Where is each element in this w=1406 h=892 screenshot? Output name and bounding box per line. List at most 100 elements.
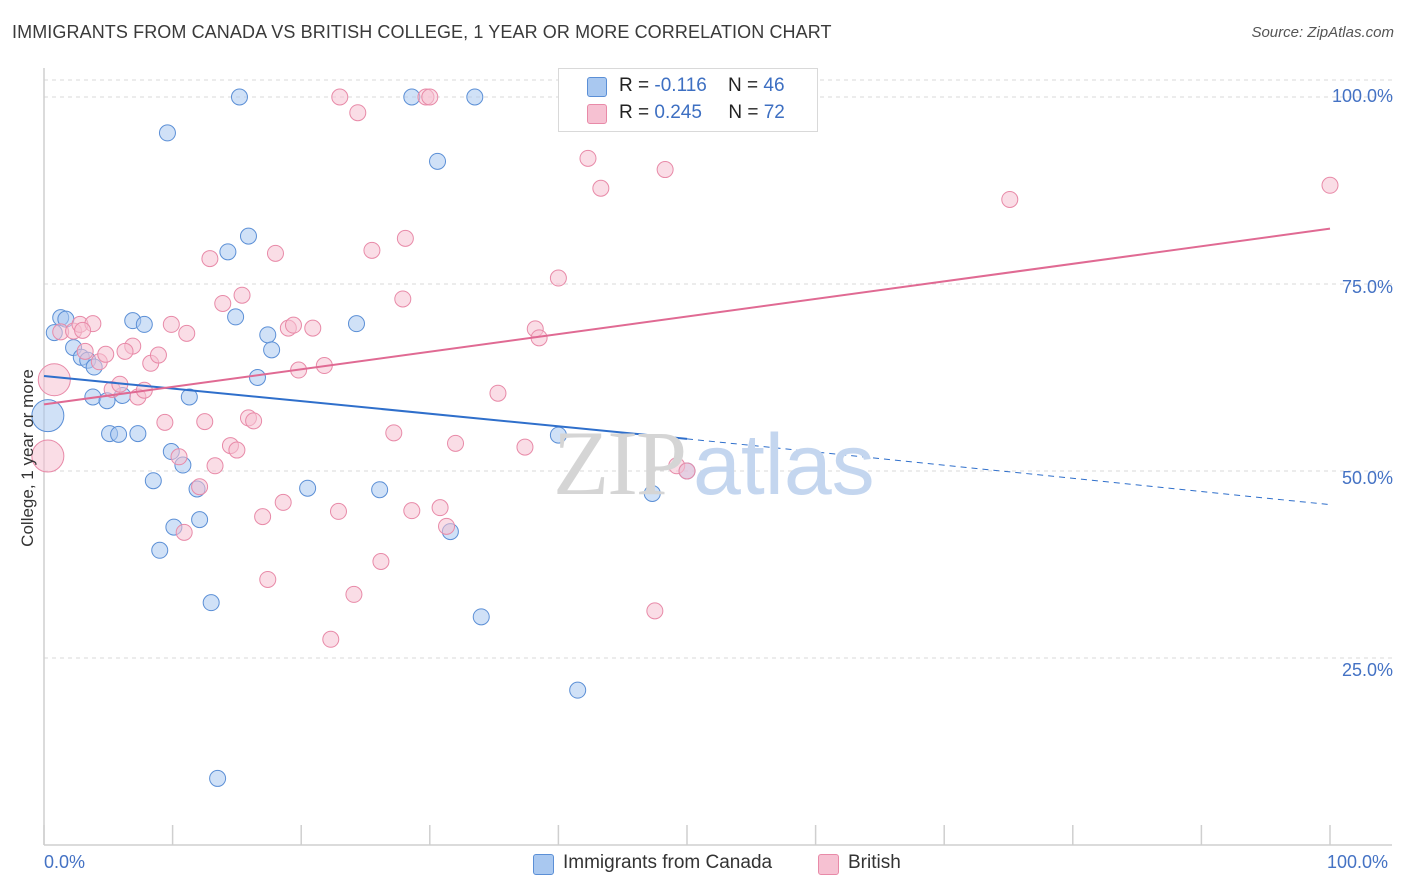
canada-point	[299, 479, 317, 497]
canada-point	[135, 315, 153, 333]
british-point	[37, 363, 71, 397]
legend-label: Immigrants from Canada	[563, 852, 773, 873]
british-point	[201, 250, 219, 268]
canada-trend-line	[43, 375, 688, 440]
british-point	[149, 346, 167, 364]
canada-point	[144, 472, 162, 490]
canada-point	[219, 243, 237, 261]
british-point	[438, 517, 456, 535]
series-british	[31, 88, 1339, 648]
watermark-zip: ZIP	[553, 412, 687, 514]
british-point	[304, 319, 322, 337]
canada-point	[347, 315, 365, 333]
british-point	[1001, 190, 1019, 208]
british-point	[394, 290, 412, 308]
british-point	[74, 321, 92, 339]
british-point	[345, 585, 363, 603]
british-point	[228, 441, 246, 459]
canada-point	[248, 369, 266, 386]
x-tick-label-min: 0.0%	[44, 852, 86, 872]
stats-legend: R = -0.116 N = 46 R = 0.245 N = 72	[558, 68, 818, 132]
canada-point	[403, 88, 421, 106]
legend-label: British	[848, 852, 901, 873]
british-point	[1321, 176, 1339, 194]
british-point	[516, 438, 534, 456]
british-point	[331, 88, 349, 106]
watermark: ZIPatlas	[553, 410, 875, 516]
legend-n-value: 72	[763, 102, 785, 123]
y-tick-label: 75.0%	[1341, 277, 1393, 297]
x-tick-label-max: 100.0%	[1327, 852, 1389, 872]
british-point	[646, 602, 664, 620]
british-point	[385, 424, 403, 442]
british-point	[156, 413, 174, 431]
british-point	[421, 88, 439, 106]
british-point	[329, 502, 347, 520]
british-point	[592, 179, 610, 197]
british-point	[76, 342, 94, 360]
british-point	[579, 149, 597, 167]
chart-title: IMMIGRANTS FROM CANADA VS BRITISH COLLEG…	[12, 22, 832, 42]
british-point	[266, 244, 284, 262]
canada-point	[466, 88, 484, 106]
british-point	[254, 508, 272, 526]
legend-r-value: 0.245	[654, 102, 702, 123]
british-point	[363, 241, 381, 259]
british-point	[233, 286, 251, 304]
canada-point	[230, 88, 248, 106]
british-point	[191, 478, 209, 496]
british-point	[196, 413, 214, 431]
y-tick-label: 100.0%	[1331, 86, 1393, 106]
british-point	[31, 439, 65, 473]
watermark-atlas: atlas	[693, 417, 875, 513]
british-point	[656, 161, 674, 179]
british-point	[170, 448, 188, 466]
canada-point	[227, 308, 245, 326]
british-point	[396, 229, 414, 247]
british-point	[372, 553, 390, 571]
british-point	[178, 324, 196, 342]
legend-swatch-blue	[587, 77, 607, 97]
legend-n-value: 46	[763, 75, 785, 96]
y-axis-label: College, 1 year or more	[18, 369, 37, 547]
canada-point	[151, 541, 169, 559]
canada-point	[180, 388, 198, 406]
canada-point	[129, 425, 147, 443]
y-tick-label: 50.0%	[1341, 468, 1393, 488]
british-point	[97, 345, 115, 363]
british-point	[431, 499, 449, 517]
legend-swatch-pink	[818, 854, 839, 875]
british-point	[678, 462, 696, 480]
british-point	[274, 493, 292, 511]
british-point	[175, 523, 193, 541]
legend-r-value: -0.116	[654, 75, 707, 96]
grid-lines	[44, 79, 1392, 659]
canada-point	[202, 594, 220, 612]
canada-point	[371, 481, 389, 499]
legend-n-label: N =	[728, 102, 759, 123]
trend-lines	[43, 227, 1331, 506]
source-credit: Source: ZipAtlas.com	[1251, 24, 1394, 41]
british-point	[162, 315, 180, 333]
canada-point	[209, 769, 227, 787]
canada-point	[263, 341, 281, 359]
canada-point	[110, 425, 128, 443]
canada-point	[472, 608, 490, 626]
legend-r-label: R =	[619, 75, 650, 96]
british-point	[116, 342, 134, 360]
british-point	[206, 457, 224, 475]
canada-point	[31, 399, 65, 433]
british-point	[322, 630, 340, 648]
british-point	[259, 570, 277, 588]
british-point	[214, 294, 232, 312]
british-point	[549, 269, 567, 287]
british-point	[447, 434, 465, 452]
canada-point	[158, 124, 176, 142]
british-point	[403, 502, 421, 520]
legend-swatch-blue	[533, 854, 554, 875]
series-legend: Immigrants from Canada British	[0, 852, 1406, 878]
legend-r-label: R =	[619, 102, 650, 123]
canada-trend-extension	[686, 438, 1331, 506]
british-point	[284, 316, 302, 334]
